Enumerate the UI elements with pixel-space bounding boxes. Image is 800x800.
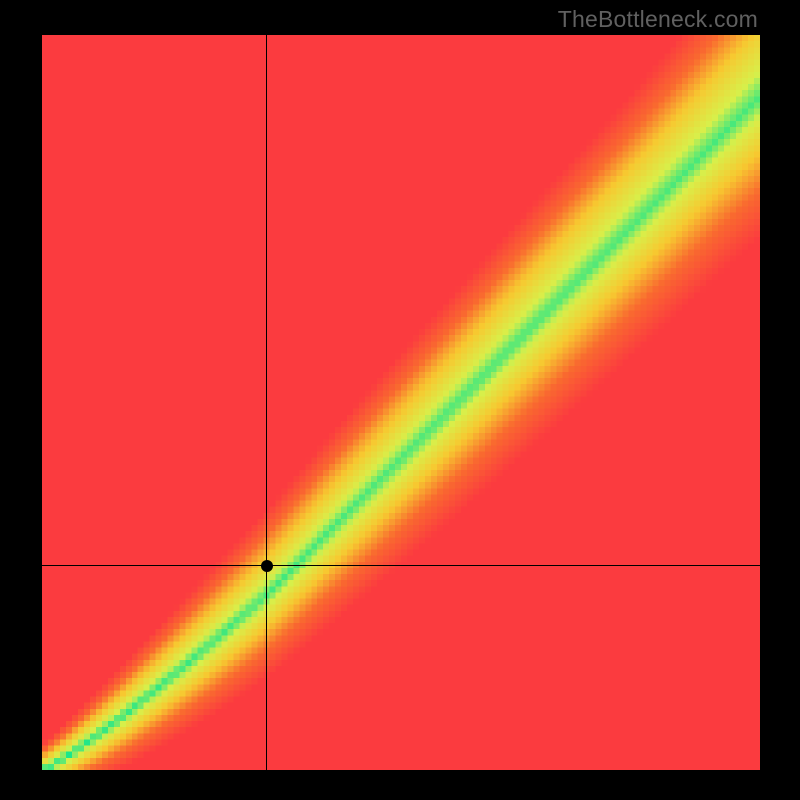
heatmap-plot	[42, 35, 760, 770]
crosshair-vertical	[266, 35, 267, 770]
attribution-text: TheBottleneck.com	[558, 6, 758, 33]
crosshair-marker	[261, 560, 273, 572]
chart-container: TheBottleneck.com	[0, 0, 800, 800]
heatmap-canvas	[42, 35, 760, 770]
crosshair-horizontal	[42, 565, 760, 566]
